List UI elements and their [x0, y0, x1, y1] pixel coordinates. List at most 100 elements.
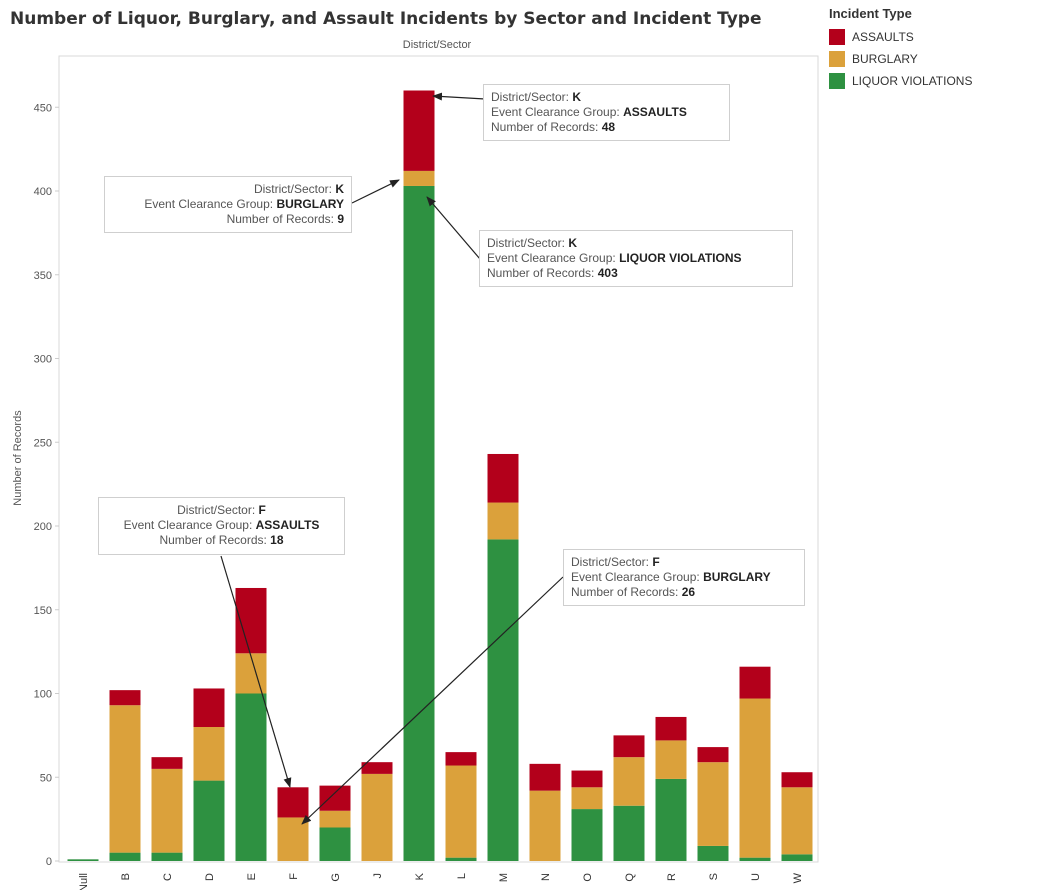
y-tick-label: 50 — [40, 772, 52, 784]
bar-segment[interactable] — [193, 727, 225, 781]
x-tick-label: D — [204, 873, 216, 881]
bar-segment[interactable] — [781, 854, 813, 861]
x-tick-label: K — [414, 872, 426, 880]
y-tick-label: 400 — [34, 186, 52, 198]
bar-segment[interactable] — [739, 698, 771, 858]
bar-segment[interactable] — [319, 810, 351, 828]
bar-segment[interactable] — [403, 185, 435, 862]
y-tick-label: 100 — [34, 689, 52, 701]
legend-swatch-assaults — [829, 29, 845, 45]
bar-segment[interactable] — [781, 772, 813, 788]
bar-segment[interactable] — [319, 785, 351, 811]
bar-segment[interactable] — [571, 787, 603, 810]
x-axis: Null B C D E F G J K L M N O Q R S U W — [78, 872, 804, 890]
bar-segment[interactable] — [445, 765, 477, 858]
annotation-arrow — [220, 555, 292, 788]
bar-segment[interactable] — [151, 757, 183, 769]
y-tick-label: 200 — [34, 521, 52, 533]
bar-segment[interactable] — [655, 740, 687, 779]
bar-segment[interactable] — [529, 763, 561, 791]
bar-segment[interactable] — [571, 809, 603, 861]
bar-segment[interactable] — [151, 768, 183, 853]
y-tick-label: 0 — [46, 856, 52, 868]
x-tick-label: L — [456, 873, 468, 879]
bar-segment[interactable] — [445, 752, 477, 766]
bar-segment[interactable] — [655, 716, 687, 741]
plot-frame — [58, 55, 819, 863]
bar-segment[interactable] — [193, 780, 225, 861]
bar-segment[interactable] — [697, 762, 729, 846]
bar-segment[interactable] — [781, 787, 813, 855]
x-tick-label: B — [120, 873, 132, 880]
x-tick-label: Q — [624, 873, 636, 882]
bar-segment[interactable] — [403, 170, 435, 186]
legend-label-assaults: ASSAULTS — [852, 30, 914, 44]
legend-swatch-burglary — [829, 51, 845, 67]
legend-item-liquor[interactable]: LIQUOR VIOLATIONS — [829, 70, 972, 92]
bar-segment[interactable] — [67, 859, 99, 861]
bar-segment[interactable] — [319, 827, 351, 862]
x-tick-label: U — [750, 873, 762, 881]
x-tick-label: F — [288, 873, 300, 880]
annotation-k-liquor: District/Sector: K Event Clearance Group… — [479, 230, 793, 287]
bar-segment[interactable] — [403, 90, 435, 171]
x-tick-label: N — [540, 873, 552, 881]
y-axis-label: Number of Records — [12, 410, 24, 506]
column-header: District/Sector — [403, 39, 472, 51]
bar-segment[interactable] — [613, 757, 645, 806]
legend-label-liquor: LIQUOR VIOLATIONS — [852, 74, 973, 88]
bar-segment[interactable] — [529, 790, 561, 861]
bar-segment[interactable] — [361, 762, 393, 774]
annotation-k-burglary: District/Sector: K Event Clearance Group… — [104, 176, 352, 233]
bar-segment[interactable] — [613, 805, 645, 861]
x-tick-label: E — [246, 873, 258, 880]
bar-segment[interactable] — [445, 857, 477, 861]
y-tick-label: 350 — [34, 270, 52, 282]
y-tick-label: 300 — [34, 354, 52, 366]
bar-segment[interactable] — [235, 693, 267, 862]
bar-segment[interactable] — [361, 773, 393, 861]
bar-segment[interactable] — [655, 778, 687, 861]
bar-segment[interactable] — [739, 857, 771, 861]
annotation-arrow — [351, 179, 400, 204]
bar-segment[interactable] — [613, 735, 645, 758]
bar-segment[interactable] — [487, 453, 519, 503]
legend-title: Incident Type — [829, 6, 912, 21]
x-tick-label: J — [372, 873, 384, 879]
x-tick-label: G — [330, 873, 342, 882]
bar-segment[interactable] — [277, 817, 309, 861]
bar-segment[interactable] — [739, 666, 771, 699]
legend-item-assaults[interactable]: ASSAULTS — [829, 26, 972, 48]
annotation-arrow — [426, 196, 481, 260]
bar-segment[interactable] — [487, 539, 519, 861]
bar-segment[interactable] — [235, 653, 267, 694]
bar-segment[interactable] — [697, 845, 729, 861]
bar-segment[interactable] — [487, 502, 519, 540]
bar-segment[interactable] — [109, 690, 141, 706]
bar-segment[interactable] — [151, 852, 183, 861]
bar-segment[interactable] — [193, 688, 225, 727]
annotation-f-assaults: District/Sector: F Event Clearance Group… — [98, 497, 345, 555]
annotation-k-assaults: District/Sector: K Event Clearance Group… — [483, 84, 730, 141]
x-tick-label: C — [162, 873, 174, 881]
legend-item-burglary[interactable]: BURGLARY — [829, 48, 972, 70]
x-tick-label: W — [792, 872, 804, 883]
x-tick-label: S — [708, 873, 720, 880]
annotation-f-burglary: District/Sector: F Event Clearance Group… — [563, 549, 805, 606]
y-tick-label: 450 — [34, 102, 52, 114]
bars — [67, 90, 813, 862]
y-tick-label: 150 — [34, 605, 52, 617]
legend-label-burglary: BURGLARY — [852, 52, 918, 66]
x-tick-label: Null — [78, 873, 90, 890]
bar-segment[interactable] — [109, 852, 141, 861]
x-tick-label: R — [666, 873, 678, 881]
bar-segment[interactable] — [277, 787, 309, 818]
x-tick-label: M — [498, 873, 510, 882]
bar-segment[interactable] — [109, 705, 141, 853]
bar-segment[interactable] — [697, 747, 729, 763]
bar-segment[interactable] — [571, 770, 603, 788]
annotation-arrow — [301, 576, 564, 825]
y-axis: 0 50 100 150 200 250 300 350 400 450 — [34, 102, 59, 868]
y-tick-label: 250 — [34, 437, 52, 449]
